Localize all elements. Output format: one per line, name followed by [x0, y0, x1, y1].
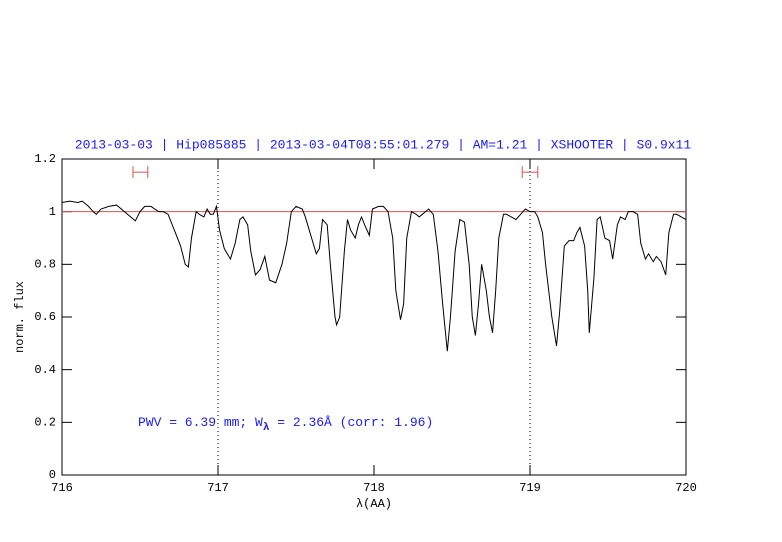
x-tick-label: 717 — [207, 481, 229, 495]
spectrum-line — [61, 200, 687, 352]
annotation-part: λ — [263, 422, 270, 434]
y-tick-label: 0.6 — [34, 310, 56, 324]
annotation-part: PWV = 6.39 mm; W — [138, 415, 263, 430]
x-tick-label: 720 — [675, 481, 697, 495]
y-tick-label: 1.2 — [34, 152, 56, 166]
x-tick-label: 716 — [51, 481, 73, 495]
y-tick-label: 0 — [49, 468, 56, 482]
range-marker — [132, 166, 149, 179]
annotation-part: = 2.36Å (corr: 1.96) — [269, 415, 433, 430]
y-axis-label: norm. flux — [13, 281, 27, 353]
x-tick-label: 718 — [363, 481, 385, 495]
chart-title: 2013-03-03 | Hip085885 | 2013-03-04T08:5… — [75, 137, 691, 152]
y-tick-label: 0.8 — [34, 258, 56, 272]
annotation: PWV = 6.39 mm; Wλ = 2.36Å (corr: 1.96) — [138, 415, 433, 433]
y-tick-label: 1 — [49, 205, 56, 219]
y-tick-label: 0.2 — [34, 416, 56, 430]
x-axis-label: λ(AA) — [356, 497, 392, 511]
y-tick-label: 0.4 — [34, 363, 56, 377]
x-tick-label: 719 — [519, 481, 541, 495]
range-marker — [521, 166, 539, 179]
